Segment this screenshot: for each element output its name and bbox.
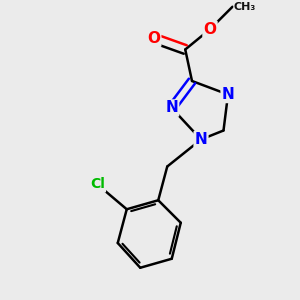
- Text: Cl: Cl: [90, 178, 105, 191]
- Text: N: N: [222, 87, 234, 102]
- Text: N: N: [195, 132, 207, 147]
- Text: N: N: [165, 100, 178, 116]
- Text: O: O: [203, 22, 217, 37]
- Text: CH₃: CH₃: [234, 2, 256, 12]
- Text: O: O: [147, 31, 160, 46]
